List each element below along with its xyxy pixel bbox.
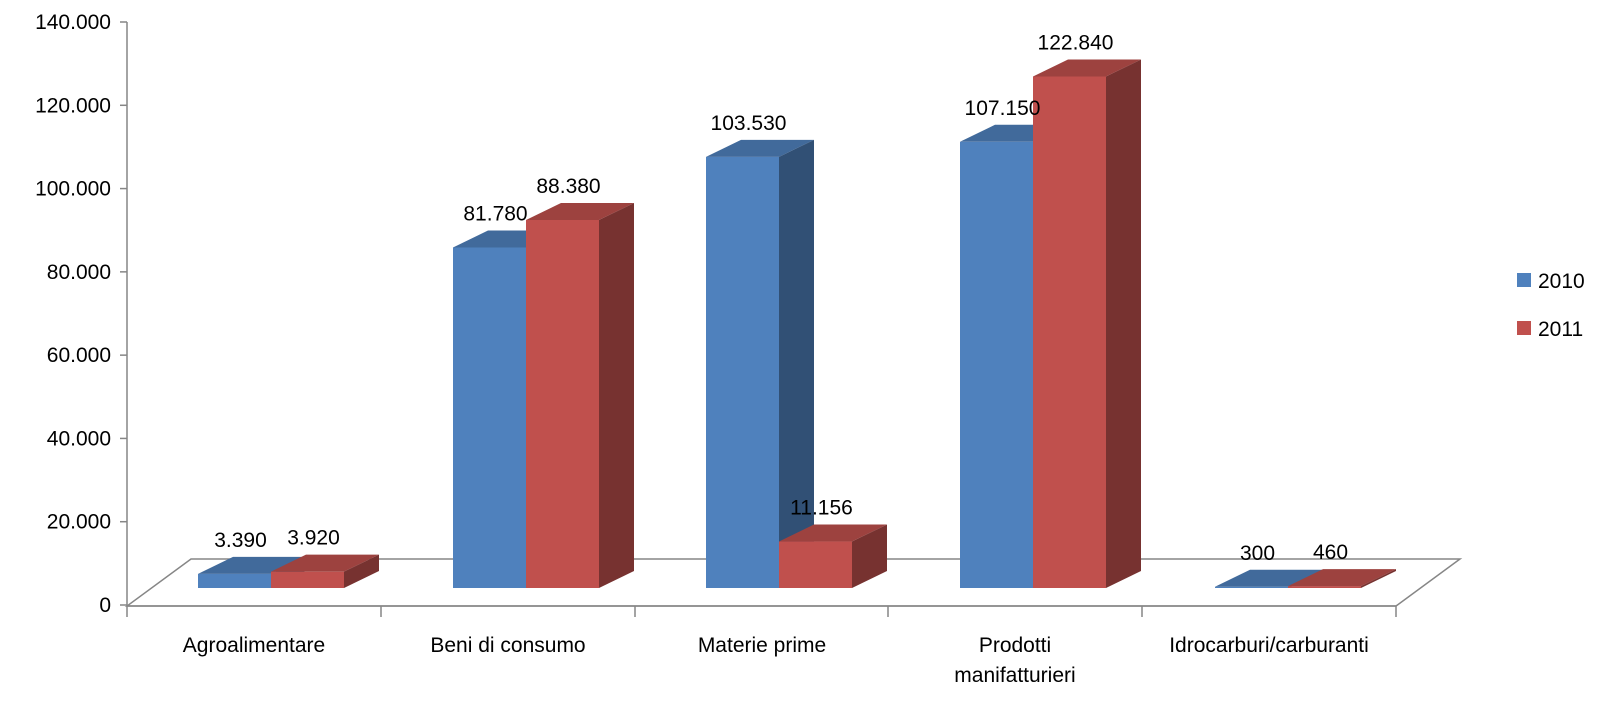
data-label: 103.530 bbox=[711, 112, 787, 135]
data-label: 88.380 bbox=[536, 175, 600, 198]
data-label: 11.156 bbox=[790, 497, 853, 520]
y-tick-label: 0 bbox=[99, 594, 111, 617]
legend-swatch bbox=[1517, 321, 1531, 335]
y-tick-label: 60.000 bbox=[47, 344, 111, 367]
legend-label: 2010 bbox=[1538, 270, 1585, 293]
data-label: 107.150 bbox=[965, 97, 1041, 120]
bar-side bbox=[779, 139, 814, 588]
bar-top bbox=[526, 202, 634, 220]
bar-top bbox=[1288, 569, 1396, 587]
data-label: 300 bbox=[1240, 542, 1275, 565]
data-label: 3.920 bbox=[287, 527, 340, 550]
bar-front bbox=[1288, 586, 1361, 588]
bar-front bbox=[1215, 586, 1288, 588]
category-label: Materie prime bbox=[698, 634, 826, 657]
bar-top bbox=[271, 554, 379, 572]
legend-label: 2011 bbox=[1538, 318, 1583, 341]
bar-top bbox=[1033, 59, 1141, 77]
bar-side bbox=[1106, 59, 1141, 588]
bar-front bbox=[198, 573, 271, 588]
category-label: Beni di consumo bbox=[430, 634, 585, 657]
bar-top bbox=[706, 139, 814, 157]
y-tick-label: 140.000 bbox=[35, 11, 111, 34]
bar-side bbox=[852, 524, 887, 588]
category-label: Idrocarburi/carburanti bbox=[1169, 634, 1369, 657]
bar-side bbox=[1361, 569, 1396, 588]
data-label: 460 bbox=[1313, 541, 1348, 564]
data-label: 3.390 bbox=[214, 529, 267, 552]
y-tick-label: 40.000 bbox=[47, 427, 111, 450]
bar-front bbox=[1033, 76, 1106, 589]
bar-top bbox=[779, 524, 887, 542]
y-tick-label: 100.000 bbox=[35, 178, 111, 201]
bar-front bbox=[960, 141, 1033, 588]
category-label: Prodotti bbox=[979, 634, 1051, 657]
bar-front bbox=[779, 541, 852, 588]
bar-front bbox=[706, 156, 779, 588]
category-label: Agroalimentare bbox=[183, 634, 325, 657]
data-label: 122.840 bbox=[1038, 31, 1114, 54]
y-tick-label: 120.000 bbox=[35, 94, 111, 117]
bar-front bbox=[526, 219, 599, 588]
legend-swatch bbox=[1517, 273, 1531, 287]
data-label: 81.780 bbox=[463, 202, 527, 225]
y-tick-label: 80.000 bbox=[47, 261, 111, 284]
bar-front bbox=[453, 247, 526, 589]
category-label: manifatturieri bbox=[954, 664, 1075, 687]
y-tick-label: 20.000 bbox=[47, 511, 111, 534]
bar-front bbox=[271, 571, 344, 588]
bar-side bbox=[599, 202, 634, 588]
bar-side bbox=[344, 554, 379, 588]
